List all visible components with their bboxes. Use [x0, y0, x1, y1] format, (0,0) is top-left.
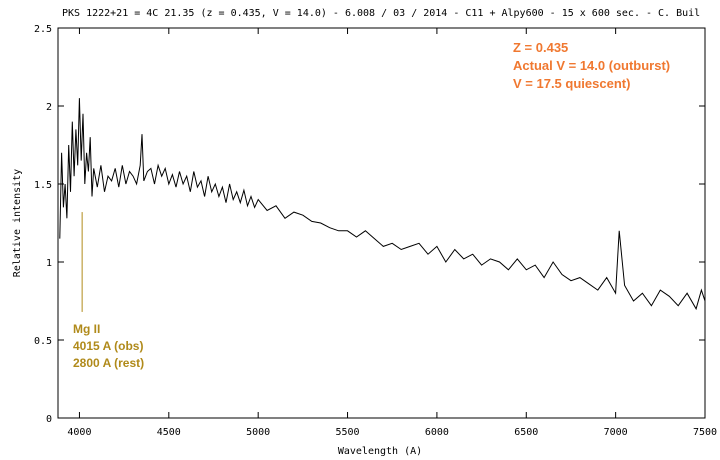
x-axis-label: Wavelength (A) [338, 446, 422, 457]
actual-magnitude-annotation: Actual V = 14.0 (outburst) [513, 58, 670, 73]
y-tick-label: 1.5 [34, 180, 52, 191]
mg-ii-observed-label: 4015 A (obs) [73, 339, 143, 353]
quiescent-magnitude-annotation: V = 17.5 quiescent) [513, 76, 630, 91]
y-tick-label: 1 [46, 258, 52, 269]
chart-title: PKS 1222+21 = 4C 21.35 (z = 0.435, V = 1… [62, 8, 700, 19]
x-tick-label: 6000 [425, 427, 449, 438]
y-tick-label: 2.5 [34, 24, 52, 35]
redshift-annotation: Z = 0.435 [513, 40, 568, 55]
y-axis-label: Relative intensity [12, 169, 23, 277]
mg-ii-label: Mg II [73, 322, 100, 336]
y-tick-label: 0 [46, 414, 52, 425]
x-tick-label: 7000 [604, 427, 628, 438]
x-tick-label: 4000 [67, 427, 91, 438]
spectrum-line [59, 98, 706, 311]
mg-ii-rest-label: 2800 A (rest) [73, 356, 144, 370]
x-tick-label: 7500 [693, 427, 717, 438]
x-tick-label: 5500 [335, 427, 359, 438]
y-tick-label: 2 [46, 102, 52, 113]
y-tick-label: 0.5 [34, 336, 52, 347]
axes: 4000 4500 5000 5500 6000 6500 7000 7500 0 0.5 1 1.5… [34, 24, 717, 438]
x-tick-label: 4500 [157, 427, 181, 438]
x-tick-label: 6500 [514, 427, 538, 438]
plot-frame [57, 27, 706, 419]
x-tick-label: 5000 [246, 427, 270, 438]
annotations: Z = 0.435 Actual V = 14.0 (outburst) V =… [73, 40, 670, 370]
